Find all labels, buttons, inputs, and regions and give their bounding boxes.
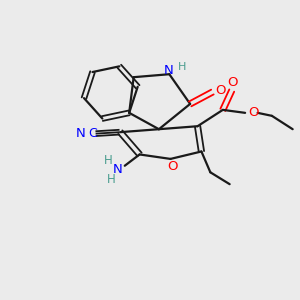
Text: H: H: [106, 173, 115, 186]
Text: N: N: [164, 64, 174, 77]
Text: H: H: [178, 62, 186, 72]
Text: O: O: [248, 106, 259, 119]
Text: O: O: [168, 160, 178, 173]
Text: O: O: [227, 76, 237, 89]
Text: H: H: [104, 154, 113, 167]
Text: O: O: [215, 84, 226, 97]
Text: C: C: [88, 127, 97, 140]
Text: N: N: [76, 127, 86, 140]
Text: N: N: [112, 163, 122, 176]
